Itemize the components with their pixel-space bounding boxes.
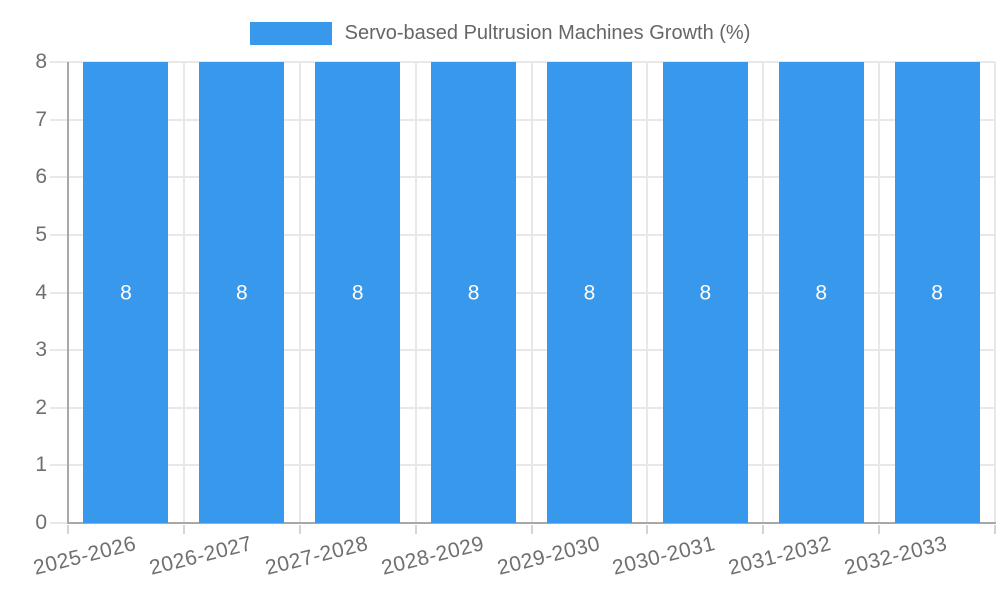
y-tick-mark xyxy=(50,522,68,524)
bar[interactable] xyxy=(83,62,169,523)
legend-item[interactable]: Servo-based Pultrusion Machines Growth (… xyxy=(0,18,1000,48)
y-tick-mark xyxy=(50,349,68,352)
y-tick-label: 2 xyxy=(35,395,47,419)
x-tick-mark xyxy=(762,525,765,534)
v-gridline xyxy=(994,62,996,523)
bar-value-label: 8 xyxy=(815,281,828,304)
x-tick-mark xyxy=(530,525,533,534)
y-tick-label: 3 xyxy=(35,338,47,362)
y-axis-line xyxy=(67,62,69,523)
y-tick-label: 8 xyxy=(35,50,47,73)
y-tick-mark xyxy=(50,291,68,294)
x-tick-mark xyxy=(298,525,301,534)
x-tick-label: 2028-2029 xyxy=(378,532,487,580)
plot-area: 0 1 2 3 4 5 6 7 8 8 2025-2026 8 2026-2027 8 2027-2028 8… xyxy=(31,50,996,580)
y-tick-mark xyxy=(50,464,68,467)
y-tick-mark xyxy=(50,61,68,63)
bar[interactable] xyxy=(662,62,748,523)
bar[interactable] xyxy=(894,62,980,523)
bar-value-label: 8 xyxy=(931,281,943,304)
legend-label: Servo-based Pultrusion Machines Growth (… xyxy=(344,21,751,44)
v-gridline xyxy=(182,62,185,523)
y-tick-label: 6 xyxy=(35,165,47,189)
x-tick-label: 2031-2032 xyxy=(726,532,834,580)
v-gridline xyxy=(414,62,417,523)
x-tick-label: 2027-2028 xyxy=(262,532,371,580)
y-tick-mark xyxy=(50,176,68,179)
v-gridline xyxy=(878,62,881,523)
x-tick-mark xyxy=(414,525,417,534)
y-tick-label: 0 xyxy=(35,511,47,534)
x-tick-mark xyxy=(182,525,185,534)
bar-value-label: 8 xyxy=(120,281,132,304)
x-tick-mark xyxy=(878,525,881,534)
x-tick-label: 2029-2030 xyxy=(494,532,603,580)
x-tick-label: 2030-2031 xyxy=(610,532,718,580)
bar-value-label: 8 xyxy=(467,281,480,304)
v-gridline xyxy=(762,62,765,523)
bar[interactable] xyxy=(778,62,864,523)
x-tick-label: 2032-2033 xyxy=(842,532,950,580)
bar[interactable] xyxy=(431,62,517,523)
bar-value-label: 8 xyxy=(699,281,712,304)
x-tick-mark xyxy=(646,525,649,534)
x-tick-label: 2025-2026 xyxy=(31,532,139,580)
y-tick-label: 4 xyxy=(35,280,47,304)
bar[interactable] xyxy=(315,62,401,523)
bar-value-label: 8 xyxy=(351,281,364,304)
y-tick-mark xyxy=(50,118,68,121)
bar[interactable] xyxy=(546,62,632,523)
v-gridline xyxy=(646,62,649,523)
legend-swatch xyxy=(249,21,332,45)
x-tick-mark xyxy=(994,525,996,534)
x-axis-line xyxy=(67,522,996,524)
y-tick-label: 1 xyxy=(35,453,47,477)
y-tick-label: 5 xyxy=(35,222,47,246)
x-tick-mark xyxy=(67,525,69,534)
bar[interactable] xyxy=(199,62,285,523)
y-tick-label: 7 xyxy=(35,107,47,131)
bar-value-label: 8 xyxy=(235,281,248,304)
bar-value-label: 8 xyxy=(583,281,596,304)
y-tick-mark xyxy=(50,406,68,409)
v-gridline xyxy=(298,62,301,523)
v-gridline xyxy=(530,62,533,523)
y-tick-mark xyxy=(50,233,68,236)
x-tick-label: 2026-2027 xyxy=(146,532,255,580)
